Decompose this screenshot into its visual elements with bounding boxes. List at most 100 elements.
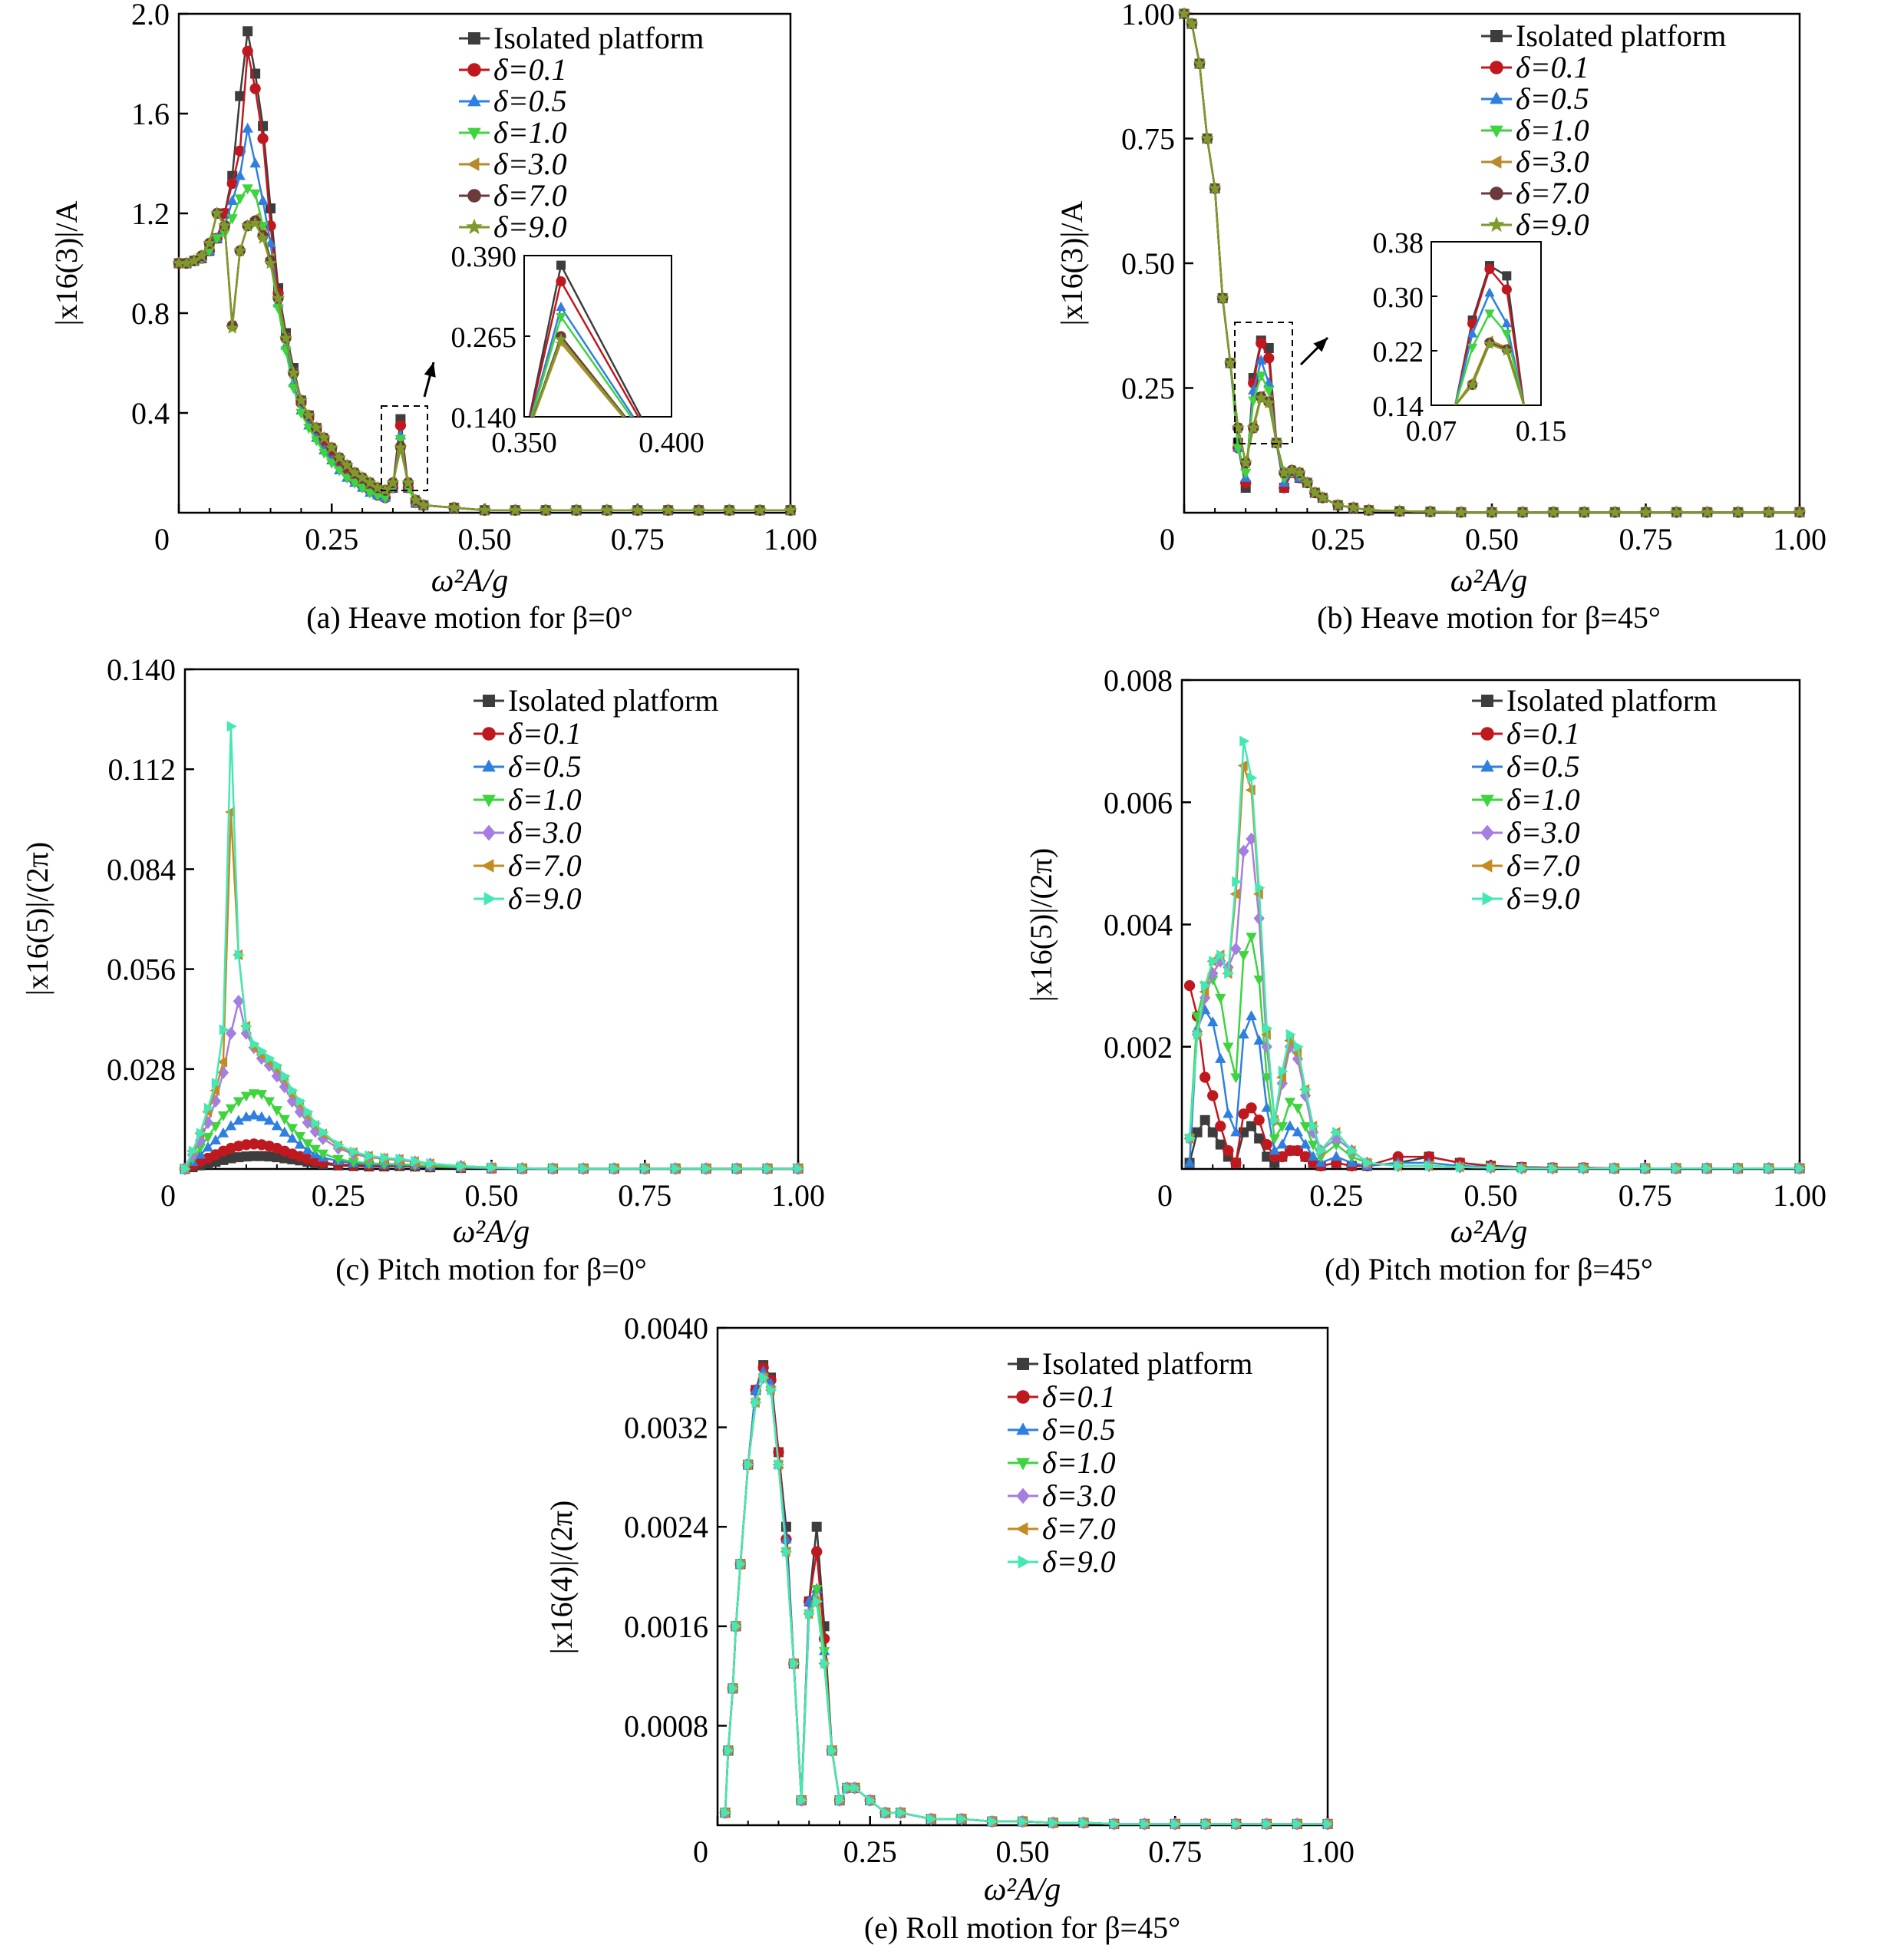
x-tick-label: 0.25: [843, 1834, 897, 1869]
data-point: [235, 91, 246, 101]
data-point: [318, 448, 330, 459]
legend-marker: [1489, 155, 1502, 169]
x-axis-label: ω²A/g: [1450, 1214, 1528, 1250]
data-point: [294, 1138, 305, 1149]
data-point: [1285, 463, 1298, 477]
data-point: [394, 434, 407, 445]
data-point: [1577, 505, 1591, 518]
data-point: [1638, 505, 1653, 518]
data-point: [1516, 505, 1529, 518]
legend-marker: [482, 759, 496, 772]
data-point: [827, 1745, 838, 1756]
data-point: [295, 408, 307, 419]
data-point: [342, 474, 353, 484]
data-point: [226, 177, 238, 190]
data-point: [309, 1124, 321, 1138]
data-point: [1018, 1815, 1029, 1828]
data-point: [241, 1151, 252, 1162]
legend: Isolated platformδ=0.1δ=0.5δ=1.0δ=3.0δ=7…: [459, 21, 704, 244]
data-point: [773, 1446, 784, 1458]
legend: Isolated platformδ=0.1δ=0.5δ=1.0δ=3.0δ=7…: [474, 683, 718, 916]
data-point: [794, 1163, 804, 1174]
data-point: [210, 1134, 222, 1144]
data-point: [1238, 1108, 1249, 1120]
x-tick-label: 1.00: [1301, 1834, 1355, 1869]
data-point: [1546, 505, 1560, 518]
chart-caption: (a) Heave motion for β=0°: [306, 600, 632, 635]
data-point: [326, 458, 338, 469]
series-delta-3: [1183, 933, 1806, 1175]
data-point: [1269, 435, 1283, 449]
inset-y-tick-label: 0.14: [1373, 391, 1424, 423]
legend-label: δ=1.0: [1042, 1445, 1116, 1480]
data-point: [881, 1807, 892, 1818]
inset-y-tick-label: 0.30: [1373, 282, 1424, 314]
data-point: [1299, 1151, 1312, 1163]
data-point: [957, 1813, 968, 1825]
series-delta-6: [180, 721, 804, 1175]
data-point: [1230, 1073, 1242, 1084]
data-point: [210, 1095, 222, 1108]
legend-marker: [482, 794, 496, 807]
data-point: [242, 184, 253, 195]
data-point: [265, 237, 276, 248]
data-point: [1292, 1126, 1304, 1137]
data-point: [272, 1060, 283, 1071]
y-tick-label: 0.25: [1121, 371, 1175, 406]
data-point: [753, 503, 767, 517]
data-point: [1247, 772, 1258, 784]
data-point: [1517, 1163, 1528, 1174]
data-point: [1238, 844, 1249, 858]
inset-y-tick-label: 0.390: [451, 241, 517, 273]
legend-label: δ=9.0: [493, 210, 567, 244]
data-point: [1246, 933, 1257, 943]
data-point: [380, 1152, 391, 1164]
data-point: [249, 189, 261, 200]
chart-panel-e: 0 0.25 0.50 0.75 1.00 0.0008 0.0016 0.0024 0.003…: [544, 1311, 1355, 1945]
data-point: [302, 1139, 313, 1150]
data-point: [248, 1109, 260, 1120]
data-point: [249, 1038, 260, 1050]
legend-marker: [1016, 1458, 1030, 1471]
data-point: [1301, 1084, 1312, 1095]
data-point: [240, 1091, 252, 1102]
data-point: [195, 249, 209, 262]
legend-marker: [482, 824, 496, 841]
x-tick-label: 1.00: [771, 1178, 825, 1213]
data-point: [790, 1658, 800, 1669]
legend-label: δ=9.0: [508, 881, 582, 916]
legend-marker: [467, 127, 481, 140]
data-point: [303, 1106, 314, 1118]
y-tick-label: 0.112: [107, 752, 176, 787]
data-point: [759, 1372, 770, 1383]
data-point: [256, 1111, 268, 1121]
data-point: [728, 1682, 739, 1694]
data-point: [1232, 876, 1242, 887]
legend-label: δ=0.1: [508, 716, 582, 751]
series-delta-6: [721, 1372, 1334, 1830]
y-tick-label: 1.00: [1121, 0, 1175, 31]
x-tick-label: 0: [160, 1178, 176, 1213]
data-point: [1293, 1041, 1304, 1052]
data-point: [1246, 1121, 1257, 1131]
legend-marker: [481, 859, 494, 873]
inset-zoom: 0.140 0.265 0.390 0.350 0.400: [381, 241, 705, 491]
data-point: [1579, 1163, 1590, 1174]
legend-label: δ=0.5: [1506, 749, 1580, 784]
data-point: [610, 1163, 621, 1174]
data-point: [927, 1813, 938, 1825]
inset-point: [556, 313, 566, 322]
legend-label: δ=1.0: [508, 782, 582, 817]
legend-marker: [483, 695, 495, 707]
data-point: [1232, 444, 1244, 454]
data-point: [1315, 490, 1330, 504]
data-point: [426, 1157, 437, 1170]
data-point: [1231, 421, 1245, 434]
inset-x-tick-label: 0.15: [1516, 415, 1567, 447]
data-point: [1262, 395, 1275, 409]
data-point: [1252, 888, 1263, 900]
legend-label: δ=3.0: [493, 147, 567, 181]
data-point: [805, 1608, 816, 1620]
data-point: [1292, 465, 1306, 479]
x-tick-label: 0.75: [618, 1178, 672, 1213]
